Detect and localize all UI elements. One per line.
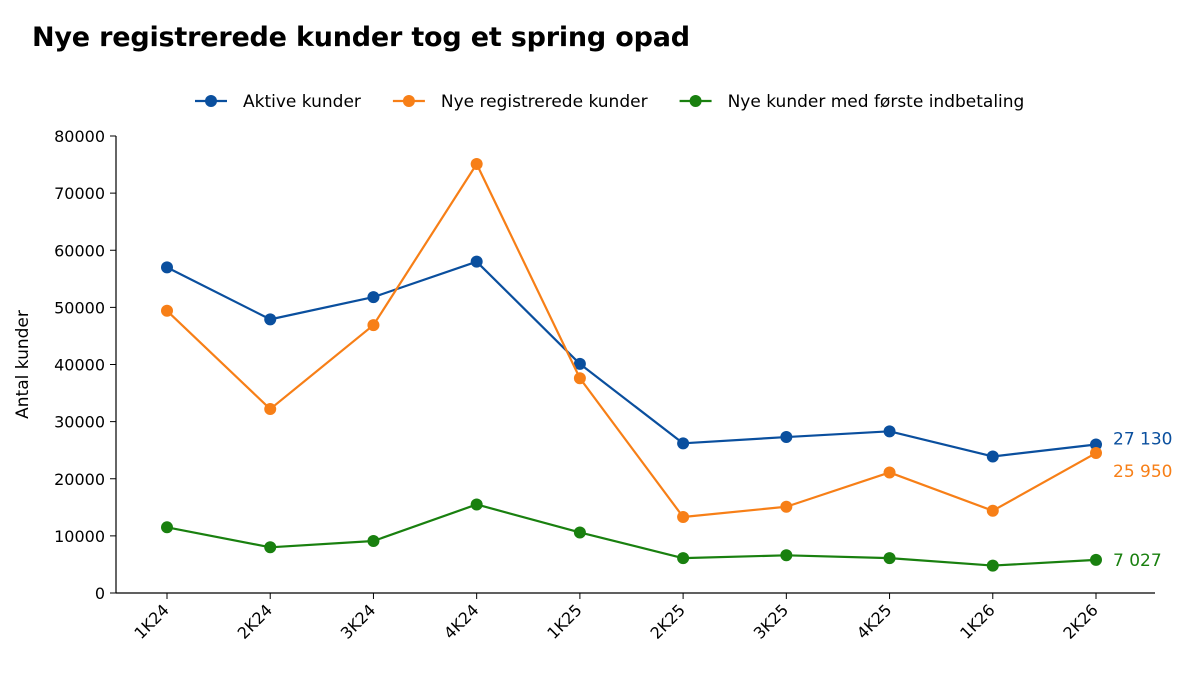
x-tick-label: 2K25: [646, 600, 688, 642]
x-tick-label: 3K25: [750, 600, 792, 642]
x-tick-label: 3K24: [337, 600, 379, 642]
series-1-point: [573, 357, 586, 370]
y-tick-label: 0: [95, 584, 105, 603]
series-1-end-label: 27 130: [1113, 429, 1172, 449]
y-axis-label: Antal kunder: [13, 310, 33, 419]
end-labels: 27 130 25 950 7 027: [1113, 429, 1172, 570]
series-3-point: [573, 526, 586, 539]
series-2-point: [367, 319, 380, 332]
series-1-point: [470, 255, 483, 268]
series-2-point: [264, 403, 277, 416]
series-3-point: [677, 552, 690, 565]
y-tick-label: 40000: [54, 356, 105, 375]
series-line-1: [166, 260, 1097, 458]
series-3-point: [367, 535, 380, 548]
series-1-point: [986, 450, 999, 463]
y-tick-label: 70000: [54, 184, 105, 203]
x-tick-label: 4K25: [853, 600, 895, 642]
series-2-point: [161, 304, 173, 317]
series-2-point: [677, 511, 690, 524]
series-1-point: [161, 261, 173, 274]
legend-swatch-marker: [402, 95, 415, 107]
legend-swatch-marker: [689, 95, 702, 107]
x-tick-label: 2K24: [234, 600, 276, 642]
series-3-point: [780, 549, 793, 562]
series-3-point: [883, 552, 896, 565]
series-3-point: [470, 498, 483, 511]
series-1-point: [264, 313, 277, 326]
y-tick-label: 20000: [54, 470, 105, 489]
x-tick-label: 4K24: [440, 600, 482, 642]
series-2-point: [883, 466, 896, 479]
series-line-2: [166, 162, 1097, 519]
chart-legend: Aktive kunder Nye registrerede kunder Nye …: [195, 92, 1024, 112]
y-tick-label: 50000: [54, 298, 105, 317]
legend-item-label: Nye kunder med første indbetaling: [728, 92, 1025, 112]
series-3-end-label: 7 027: [1113, 551, 1162, 571]
y-tick-label: 60000: [54, 241, 105, 260]
series-2-end-label: 25 950: [1113, 462, 1172, 482]
series-1-point: [367, 291, 380, 304]
series-2-point: [1090, 447, 1102, 460]
y-tick-label: 10000: [54, 527, 105, 546]
series-3-point: [264, 541, 277, 554]
x-tick-label: 1K26: [956, 600, 998, 642]
legend-swatch-marker: [205, 95, 217, 107]
series-1-point: [883, 425, 896, 438]
series-3-point: [161, 521, 173, 534]
series-1-point: [1090, 438, 1102, 451]
series-line-3: [166, 503, 1097, 567]
x-tick-label: 1K25: [543, 600, 585, 642]
series-2-point: [573, 372, 586, 385]
series-2-point: [780, 500, 793, 513]
series-1-point: [677, 437, 690, 450]
legend-item-label: Aktive kunder: [243, 92, 361, 112]
series-1-point: [780, 431, 793, 444]
plot-area: [161, 157, 1102, 572]
chart-title: Nye registrerede kunder tog et spring op…: [32, 22, 690, 53]
series-3-point: [986, 559, 999, 572]
x-tick-label: 1K24: [130, 600, 172, 642]
series-2-point: [470, 157, 483, 170]
legend-item-label: Nye registrerede kunder: [441, 92, 648, 112]
series-2-point: [986, 504, 999, 517]
y-tick-label: 80000: [54, 127, 105, 146]
x-tick-label: 2K26: [1059, 600, 1101, 642]
series-3-point: [1090, 553, 1102, 566]
y-tick-label: 30000: [54, 413, 105, 432]
